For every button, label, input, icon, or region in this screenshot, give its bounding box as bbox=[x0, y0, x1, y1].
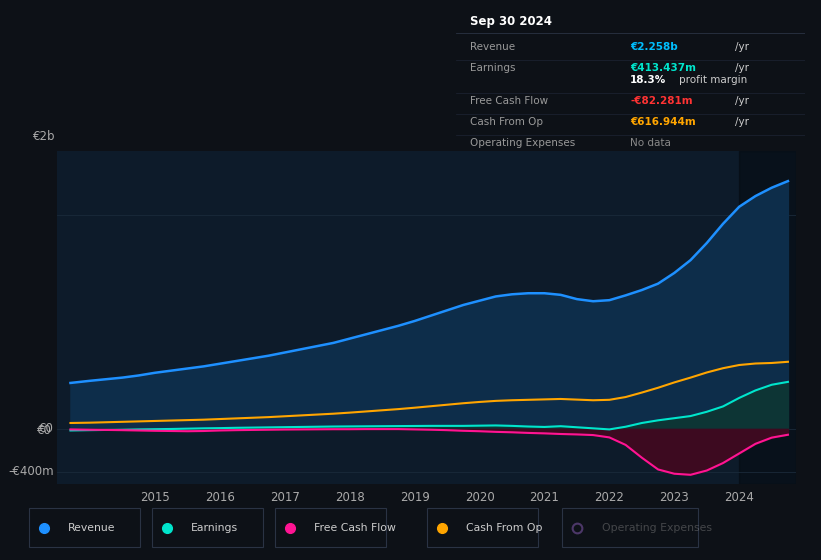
Text: Earnings: Earnings bbox=[191, 523, 238, 533]
Text: Revenue: Revenue bbox=[470, 42, 515, 52]
Bar bbox=[739, 151, 796, 484]
Text: -€82.281m: -€82.281m bbox=[631, 96, 693, 106]
Text: No data: No data bbox=[631, 138, 671, 148]
Text: Cash From Op: Cash From Op bbox=[466, 523, 543, 533]
Text: -€400m: -€400m bbox=[8, 465, 54, 478]
Text: /yr: /yr bbox=[735, 117, 749, 127]
Text: €2.258b: €2.258b bbox=[631, 42, 678, 52]
Text: profit margin: profit margin bbox=[679, 75, 747, 85]
Text: Operating Expenses: Operating Expenses bbox=[470, 138, 575, 148]
Text: €413.437m: €413.437m bbox=[631, 63, 696, 73]
Text: Free Cash Flow: Free Cash Flow bbox=[470, 96, 548, 106]
Text: Earnings: Earnings bbox=[470, 63, 515, 73]
Text: Operating Expenses: Operating Expenses bbox=[602, 523, 712, 533]
Text: €2b: €2b bbox=[33, 130, 55, 143]
Text: Revenue: Revenue bbox=[68, 523, 116, 533]
Text: 18.3%: 18.3% bbox=[631, 75, 667, 85]
Text: /yr: /yr bbox=[735, 42, 749, 52]
Text: Sep 30 2024: Sep 30 2024 bbox=[470, 15, 552, 28]
Text: /yr: /yr bbox=[735, 96, 749, 106]
Text: €616.944m: €616.944m bbox=[631, 117, 696, 127]
Text: Free Cash Flow: Free Cash Flow bbox=[314, 523, 397, 533]
Text: Cash From Op: Cash From Op bbox=[470, 117, 543, 127]
Text: /yr: /yr bbox=[735, 63, 749, 73]
Text: €0: €0 bbox=[39, 422, 54, 435]
